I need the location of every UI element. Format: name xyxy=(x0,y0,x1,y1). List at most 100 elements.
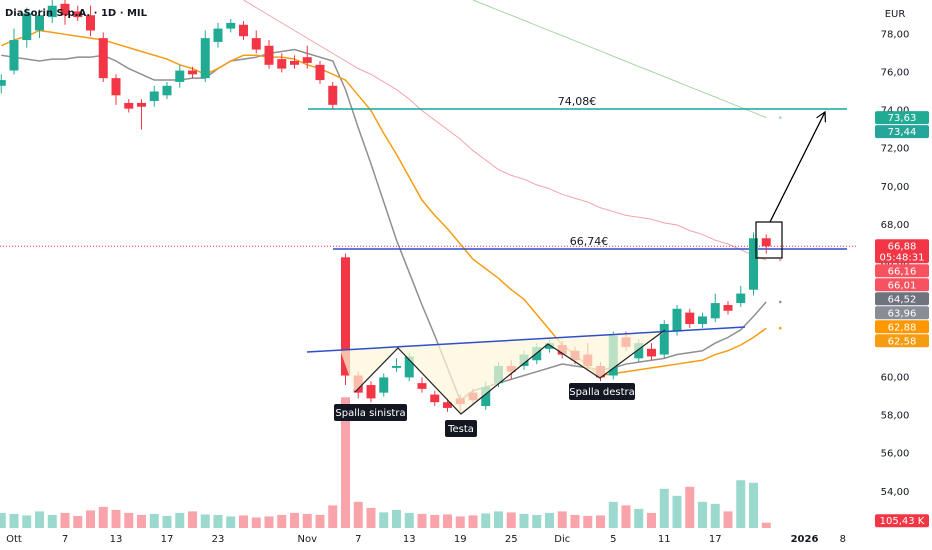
candle-body xyxy=(213,28,223,42)
volume-bar xyxy=(736,480,746,528)
volume-bar xyxy=(557,511,567,528)
volume-bar xyxy=(430,514,440,528)
candle-body xyxy=(685,312,695,325)
y-tick-label: 78,00 xyxy=(881,29,910,40)
candle-body xyxy=(315,64,325,81)
highlight-box xyxy=(755,221,783,259)
volume-bar xyxy=(481,513,491,528)
candle-body xyxy=(698,316,707,325)
candle-body xyxy=(162,85,172,96)
price-label: 62,88 xyxy=(888,322,917,333)
volume-bar xyxy=(761,522,771,528)
volume-bar xyxy=(22,515,32,528)
price-label-box xyxy=(875,320,929,334)
plot-area xyxy=(0,0,858,528)
annotation-box xyxy=(445,420,477,437)
volume-bar xyxy=(353,501,363,528)
volume-bar xyxy=(608,501,618,528)
annotation: Testa xyxy=(447,424,474,435)
x-tick-label: 17 xyxy=(161,534,174,545)
price-label-box xyxy=(875,239,929,264)
price-label: 64,52 xyxy=(888,294,917,305)
volume-bar xyxy=(290,512,299,528)
volume-bar xyxy=(366,507,376,528)
volume-bar xyxy=(60,512,70,528)
neckline xyxy=(306,326,746,353)
volume-bar xyxy=(379,512,389,528)
volume-bar xyxy=(506,512,516,528)
x-tick-label: 2026 xyxy=(791,534,819,545)
volume-bar xyxy=(86,510,95,528)
volume-bar xyxy=(264,516,274,528)
price-label: 66,01 xyxy=(888,280,917,291)
annotation: Spalla sinistra xyxy=(335,408,405,419)
y-tick-label: 56,00 xyxy=(881,449,910,460)
candle-body xyxy=(417,383,427,389)
candle-body xyxy=(723,304,733,311)
x-tick-label: 11 xyxy=(658,534,671,545)
volume-bar xyxy=(277,514,287,528)
y-tick-label: 68,00 xyxy=(881,220,910,231)
volume-bar xyxy=(124,512,134,528)
price-label-box xyxy=(875,292,929,306)
candle-body xyxy=(47,5,57,18)
x-tick-label: 8 xyxy=(840,534,846,545)
x-tick-label: 5 xyxy=(610,534,616,545)
annotation-box xyxy=(569,383,635,400)
moving-average xyxy=(472,0,767,119)
candle-body xyxy=(430,394,440,403)
moving-average xyxy=(1,48,767,402)
volume-bar xyxy=(698,501,707,528)
candle-body xyxy=(647,348,656,357)
price-label: 62,58 xyxy=(888,336,917,347)
y-tick-label: 58,00 xyxy=(881,411,910,422)
candle-body xyxy=(226,22,236,29)
price-label-box xyxy=(875,306,929,320)
annotation: Spalla destra xyxy=(569,387,635,398)
price-label-box xyxy=(875,334,929,348)
candle-body xyxy=(175,70,185,82)
candle-body xyxy=(86,15,95,31)
x-tick-label: 19 xyxy=(454,534,467,545)
candle-body xyxy=(188,70,197,75)
volume-bar xyxy=(175,512,185,528)
level-label: 74,08€ xyxy=(558,95,597,108)
price-label-box xyxy=(875,111,929,125)
pattern-drawing: Spalla sinistra Testa Spalla destra xyxy=(306,110,827,437)
y-tick-label: 76,00 xyxy=(881,67,910,78)
candle-body xyxy=(264,45,274,65)
volume-bar xyxy=(111,509,121,528)
candle-body xyxy=(149,91,159,102)
y-tick-label: 70,00 xyxy=(881,182,910,193)
volume-bar xyxy=(710,503,720,528)
volume-bar xyxy=(545,512,554,528)
candle-body xyxy=(672,308,682,332)
candle-body xyxy=(73,11,83,18)
volume-bar xyxy=(35,511,44,528)
candle-body xyxy=(341,257,350,376)
volume-bar xyxy=(226,516,236,528)
candle-body xyxy=(366,385,376,399)
ma-end-dot xyxy=(778,300,782,304)
candle-body xyxy=(392,365,401,368)
volume-bar xyxy=(685,486,695,528)
candle-body xyxy=(443,402,452,408)
ma-end-dot xyxy=(778,258,782,262)
volume-bar xyxy=(723,511,733,528)
volume-bar xyxy=(0,512,6,528)
x-tick-label: Nov xyxy=(297,534,317,545)
annotation-box xyxy=(334,404,407,421)
y-tick-label: 54,00 xyxy=(881,487,910,498)
candle-body xyxy=(404,356,414,378)
x-tick-label: Dic xyxy=(554,534,570,545)
pattern-shade xyxy=(340,331,665,414)
volume-bar xyxy=(455,516,465,528)
candle-body xyxy=(659,324,669,355)
price-label-box xyxy=(875,125,929,139)
x-tick-label: 13 xyxy=(403,534,416,545)
level-label: 66,74€ xyxy=(570,235,609,248)
volume-bar xyxy=(621,505,631,528)
x-tick-label: Ott xyxy=(6,534,22,545)
